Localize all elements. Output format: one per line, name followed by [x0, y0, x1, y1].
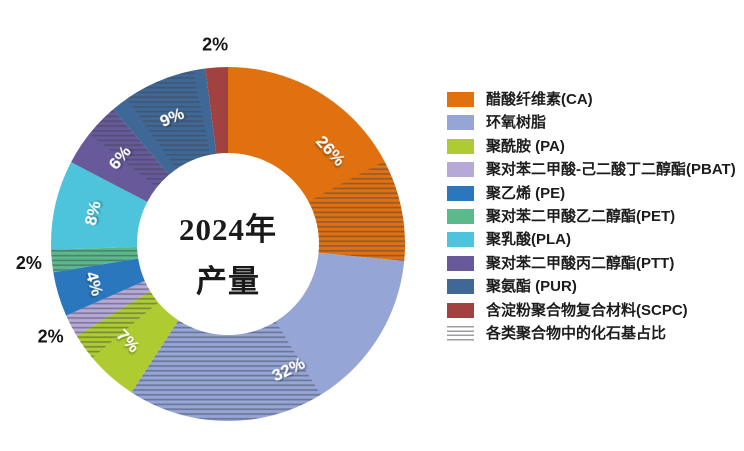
legend-swatch: [447, 162, 474, 178]
legend-label: 聚酰胺 (PA): [486, 137, 565, 155]
legend-swatch: [447, 208, 474, 224]
slice-1-fossil-hatch: [131, 320, 321, 421]
legend-item-5: 聚对苯二甲酸乙二醇酯(PET): [447, 207, 736, 225]
slice-9: [205, 67, 228, 154]
slice-7-fossil-hatch: [89, 109, 170, 188]
legend-swatch: [447, 302, 474, 318]
legend-item-10: 各类聚合物中的化石基占比: [447, 324, 736, 342]
slice-label-5: 2%: [16, 253, 42, 273]
slice-4: [53, 258, 145, 316]
legend-item-8: 聚氨酯 (PUR): [447, 278, 736, 296]
legend-item-7: 聚对苯二甲酸丙二醇酯(PTT): [447, 254, 736, 272]
slice-label-3: 2%: [38, 327, 64, 347]
legend-label: 各类聚合物中的化石基占比: [486, 324, 667, 342]
legend-item-4: 聚乙烯 (PE): [447, 184, 736, 202]
legend-label: 环氧树脂: [486, 114, 547, 132]
slice-8-fossil-hatch: [127, 70, 211, 170]
legend-item-2: 聚酰胺 (PA): [447, 137, 736, 155]
legend-swatch: [447, 115, 474, 131]
slice-label-6: 8%: [81, 199, 105, 227]
legend-swatch: [447, 138, 474, 154]
legend-swatch: [447, 232, 474, 248]
legend-swatch: [447, 255, 474, 271]
slice-label-9: 2%: [202, 34, 228, 54]
center-title-year: 2024年: [179, 212, 277, 247]
donut-slices: [51, 67, 405, 421]
slice-6: [51, 162, 148, 250]
legend-label: 含淀粉聚合物复合材料(SCPC): [486, 301, 688, 319]
legend-label: 聚对苯二甲酸丙二醇酯(PTT): [486, 254, 675, 272]
legend-label: 聚乳酸(PLA): [486, 231, 571, 249]
legend-label: 聚对苯二甲酸-己二酸丁二醇酯(PBAT): [486, 161, 736, 179]
legend-item-3: 聚对苯二甲酸-己二酸丁二醇酯(PBAT): [447, 161, 736, 179]
slice-0-fossil-hatch: [308, 161, 405, 261]
legend-swatch: [447, 279, 474, 295]
slice-3-fossil-hatch: [66, 280, 151, 336]
legend: 醋酸纤维素(CA) 环氧树脂聚酰胺 (PA) 聚对苯二甲酸-己二酸丁二醇酯(PBAT…: [447, 92, 736, 349]
slice-2: [76, 291, 179, 393]
legend-item-6: 聚乳酸(PLA): [447, 231, 736, 249]
legend-item-0: 醋酸纤维素(CA): [447, 92, 736, 107]
legend-label: 聚乙烯 (PE): [486, 184, 566, 202]
center-title-production: 产量: [196, 264, 260, 299]
legend-label: 醋酸纤维素(CA): [486, 91, 593, 108]
legend-swatch: [447, 185, 474, 201]
legend-swatch: [447, 92, 474, 107]
slice-2-fossil-hatch: [76, 291, 159, 358]
slice-5-fossil-hatch: [51, 246, 139, 273]
legend-item-9: 含淀粉聚合物复合材料(SCPC): [447, 301, 736, 319]
legend-label: 聚氨酯 (PUR): [486, 278, 577, 296]
legend-hatch-swatch: [447, 325, 474, 341]
legend-item-1: 环氧树脂: [447, 114, 736, 132]
legend-label: 聚对苯二甲酸乙二醇酯(PET): [486, 207, 676, 225]
